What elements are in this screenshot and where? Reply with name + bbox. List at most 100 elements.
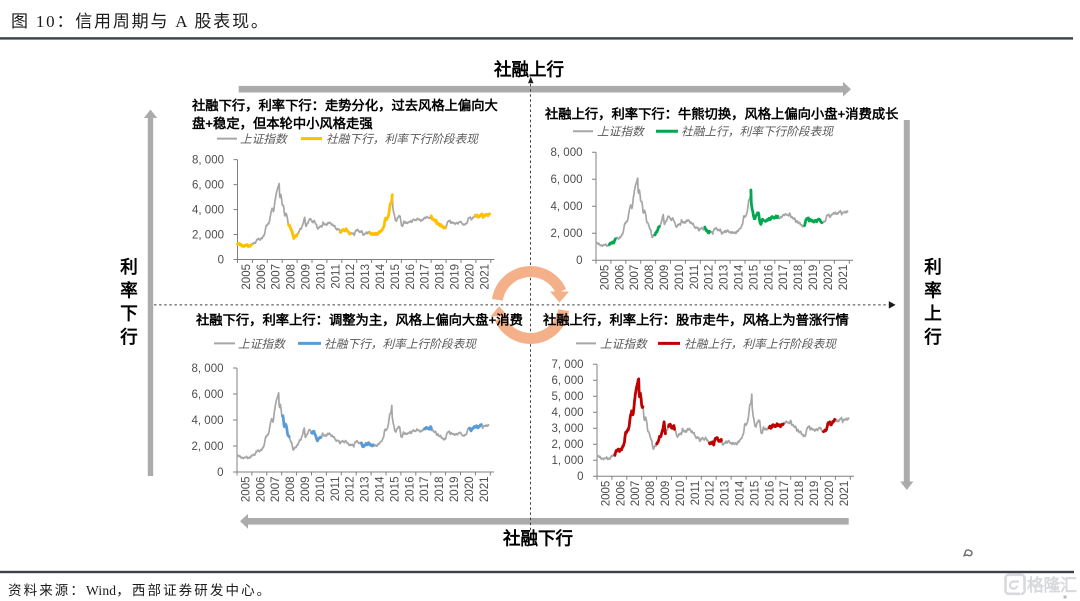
svg-text:社融上行，利率上行阶段表现: 社融上行，利率上行阶段表现 [684, 338, 837, 351]
svg-text:0: 0 [218, 255, 224, 267]
svg-text:2016: 2016 [764, 481, 776, 507]
svg-text:0: 0 [576, 255, 582, 267]
svg-text:4, 000: 4, 000 [192, 205, 224, 217]
svg-text:社融上行，利率下行阶段表现: 社融上行，利率下行阶段表现 [681, 126, 834, 139]
svg-text:2017: 2017 [420, 264, 432, 290]
svg-text:2014: 2014 [735, 480, 747, 506]
svg-text:2005: 2005 [241, 264, 253, 290]
svg-text:图 10：信用周期与 A 股表现。: 图 10：信用周期与 A 股表现。 [11, 12, 270, 31]
svg-text:2010: 2010 [315, 264, 327, 290]
svg-text:4, 000: 4, 000 [552, 407, 584, 419]
svg-text:资料来源：Wind，西部证券研发中心。: 资料来源：Wind，西部证券研发中心。 [8, 583, 272, 598]
svg-text:2010: 2010 [315, 477, 327, 503]
svg-text:2017: 2017 [779, 481, 791, 507]
svg-text:2006: 2006 [614, 265, 626, 291]
svg-text:2007: 2007 [270, 477, 282, 503]
svg-text:5, 000: 5, 000 [552, 391, 584, 403]
svg-text:2020: 2020 [464, 477, 476, 503]
svg-text:上证指数: 上证指数 [240, 133, 288, 146]
svg-text:2017: 2017 [778, 265, 790, 291]
svg-text:2007: 2007 [629, 265, 641, 291]
svg-text:社融下行，利率上行阶段表现: 社融下行，利率上行阶段表现 [324, 338, 477, 351]
svg-text:2019: 2019 [450, 264, 462, 290]
svg-text:2006: 2006 [256, 264, 268, 290]
svg-text:2010: 2010 [675, 481, 687, 507]
svg-text:2011: 2011 [330, 264, 342, 289]
svg-text:2014: 2014 [375, 263, 387, 289]
svg-text:2005: 2005 [600, 481, 612, 507]
svg-text:社融下行，利率下行阶段表现: 社融下行，利率下行阶段表现 [326, 133, 479, 146]
svg-text:2008: 2008 [645, 481, 657, 507]
svg-text:2016: 2016 [404, 477, 416, 503]
svg-text:2021: 2021 [839, 481, 851, 507]
svg-text:6, 000: 6, 000 [551, 174, 583, 186]
svg-text:2011: 2011 [689, 265, 701, 290]
svg-text:2007: 2007 [630, 481, 642, 507]
svg-text:4, 000: 4, 000 [551, 201, 583, 213]
svg-text:2021: 2021 [479, 264, 491, 290]
svg-text:2012: 2012 [345, 477, 357, 503]
svg-text:2021: 2021 [838, 265, 850, 291]
svg-text:2013: 2013 [360, 264, 372, 290]
svg-text:8, 000: 8, 000 [551, 147, 583, 159]
svg-text:2015: 2015 [390, 264, 402, 290]
svg-text:2013: 2013 [360, 477, 372, 503]
svg-text:0: 0 [217, 467, 223, 479]
svg-text:2009: 2009 [300, 477, 312, 503]
svg-text:2012: 2012 [345, 264, 357, 290]
svg-text:2, 000: 2, 000 [552, 439, 584, 451]
svg-text:2, 000: 2, 000 [192, 441, 224, 453]
svg-text:2011: 2011 [690, 481, 702, 506]
svg-text:2009: 2009 [660, 481, 672, 507]
svg-text:2006: 2006 [255, 477, 267, 503]
svg-text:社融上行: 社融上行 [493, 60, 564, 80]
svg-text:上证指数: 上证指数 [238, 338, 286, 351]
svg-text:社融上行，利率下行：牛熊切换，风格上偏向小盘+消费成长: 社融上行，利率下行：牛熊切换，风格上偏向小盘+消费成长 [544, 106, 899, 122]
svg-text:7, 000: 7, 000 [552, 359, 584, 371]
svg-text:2, 000: 2, 000 [192, 230, 224, 242]
svg-text:2014: 2014 [375, 476, 387, 502]
svg-text:2014: 2014 [734, 264, 746, 290]
svg-text:上证指数: 上证指数 [597, 126, 645, 139]
svg-text:8, 000: 8, 000 [192, 155, 224, 167]
svg-text:2018: 2018 [435, 264, 447, 290]
svg-text:社融上行，利率上行：股市走牛，风格上为普涨行情: 社融上行，利率上行：股市走牛，风格上为普涨行情 [542, 312, 849, 328]
svg-text:2, 000: 2, 000 [551, 228, 583, 240]
svg-text:上证指数: 上证指数 [600, 338, 648, 351]
svg-text:社融下行，利率上行：调整为主，风格上偏向大盘+消费: 社融下行，利率上行：调整为主，风格上偏向大盘+消费 [195, 312, 523, 328]
svg-text:2009: 2009 [659, 265, 671, 291]
svg-text:2016: 2016 [405, 264, 417, 290]
svg-text:2015: 2015 [748, 265, 760, 291]
svg-text:2005: 2005 [599, 265, 611, 291]
svg-text:2018: 2018 [793, 265, 805, 291]
svg-text:8, 000: 8, 000 [192, 363, 224, 375]
svg-text:1, 000: 1, 000 [552, 455, 584, 467]
svg-text:3, 000: 3, 000 [552, 423, 584, 435]
svg-text:2016: 2016 [763, 265, 775, 291]
svg-text:2015: 2015 [749, 481, 761, 507]
svg-text:4, 000: 4, 000 [192, 415, 224, 427]
svg-text:2019: 2019 [809, 481, 821, 507]
svg-text:社融下行: 社融下行 [502, 529, 573, 549]
svg-text:6, 000: 6, 000 [192, 389, 224, 401]
svg-text:社融下行，利率下行：走势分化，过去风格上偏向大: 社融下行，利率下行：走势分化，过去风格上偏向大 [191, 97, 499, 113]
svg-text:2019: 2019 [449, 477, 461, 503]
svg-text:6, 000: 6, 000 [192, 180, 224, 192]
svg-text:2009: 2009 [301, 264, 313, 290]
svg-text:2018: 2018 [794, 481, 806, 507]
svg-text:2013: 2013 [719, 265, 731, 291]
svg-text:2021: 2021 [479, 477, 491, 503]
svg-text:2008: 2008 [285, 477, 297, 503]
svg-text:2007: 2007 [271, 264, 283, 290]
svg-text:2019: 2019 [808, 265, 820, 291]
svg-text:2017: 2017 [419, 477, 431, 503]
svg-text:2008: 2008 [644, 265, 656, 291]
svg-text:2010: 2010 [674, 265, 686, 291]
svg-text:2020: 2020 [464, 264, 476, 290]
svg-text:2013: 2013 [720, 481, 732, 507]
svg-text:6, 000: 6, 000 [552, 375, 584, 387]
svg-text:2008: 2008 [286, 264, 298, 290]
svg-text:2020: 2020 [823, 265, 835, 291]
svg-text:2018: 2018 [434, 477, 446, 503]
svg-text:2012: 2012 [705, 481, 717, 507]
